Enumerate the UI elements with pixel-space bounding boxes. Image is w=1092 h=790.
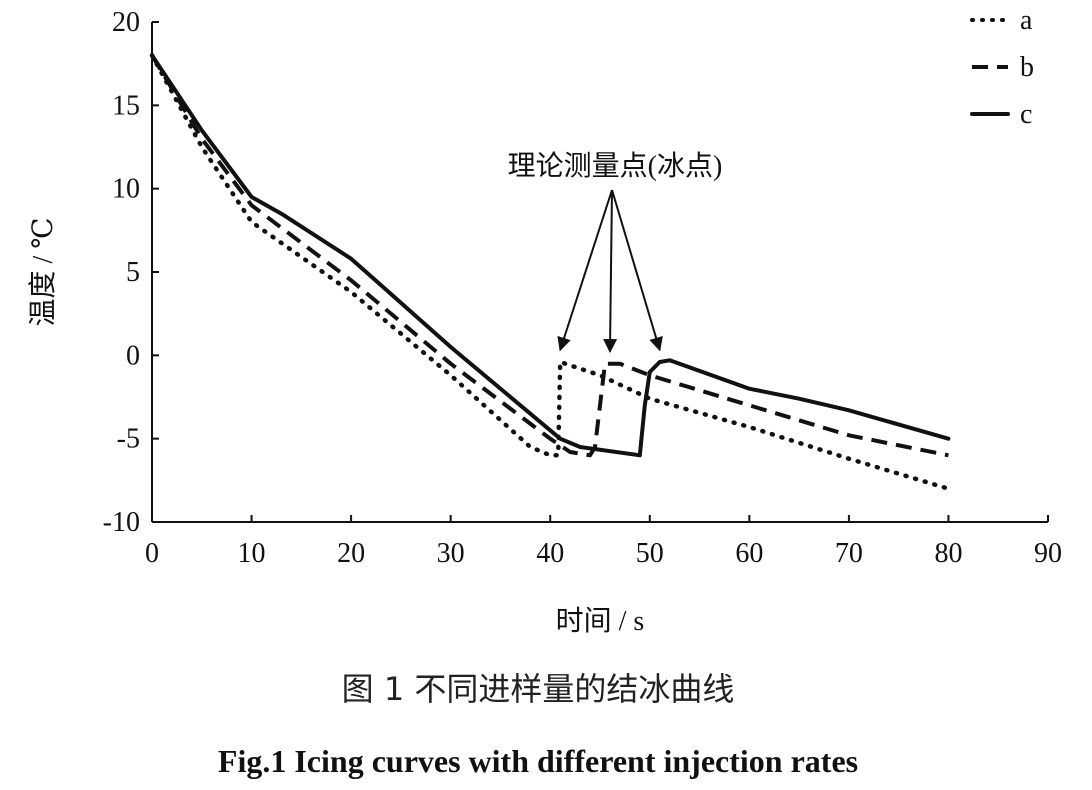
x-tick-label: 90 <box>1034 538 1062 569</box>
y-tick-label: -10 <box>103 507 140 538</box>
x-tick-label: 0 <box>145 538 159 569</box>
legend-label-c: c <box>1020 99 1032 130</box>
x-tick-label: 30 <box>437 538 465 569</box>
y-axis-label: 温度 / ℃ <box>27 217 59 326</box>
legend-label-a: a <box>1020 5 1033 36</box>
caption-en: Fig.1 Icing curves with different inject… <box>218 743 858 779</box>
series-line-b <box>150 54 949 458</box>
y-tick-label: 5 <box>126 257 140 288</box>
x-tick-label: 70 <box>835 538 863 569</box>
x-tick-label: 10 <box>238 538 266 569</box>
x-tick-label: 60 <box>735 538 763 569</box>
series-line-c <box>150 53 951 458</box>
y-tick-label: 20 <box>112 7 140 38</box>
x-tick-label: 40 <box>536 538 564 569</box>
caption-zh: 图 1 不同进样量的结冰曲线 <box>342 670 735 708</box>
series-line-a <box>149 53 951 491</box>
series-group <box>149 53 951 491</box>
legend-label-b: b <box>1020 52 1034 83</box>
y-tick-label: 0 <box>126 340 140 371</box>
x-tick-label: 80 <box>934 538 962 569</box>
x-tick-label: 50 <box>636 538 664 569</box>
annotation-arrow <box>611 189 663 352</box>
y-tick-label: -5 <box>117 424 140 455</box>
annotation-arrow <box>557 189 613 352</box>
x-tick-label: 20 <box>337 538 365 569</box>
annotation: 理论测量点(冰点) <box>508 150 723 354</box>
annotation-text: 理论测量点(冰点) <box>508 150 723 182</box>
axes: 0 10 20 30 40 50 60 70 80 90 -10 -5 0 5 10 15 20 <box>103 7 1062 569</box>
x-axis-label: 时间 / s <box>556 605 645 637</box>
y-tick-label: 10 <box>112 174 140 205</box>
legend: abc <box>970 5 1034 130</box>
annotation-arrow <box>603 189 618 354</box>
y-tick-label: 15 <box>112 90 140 121</box>
